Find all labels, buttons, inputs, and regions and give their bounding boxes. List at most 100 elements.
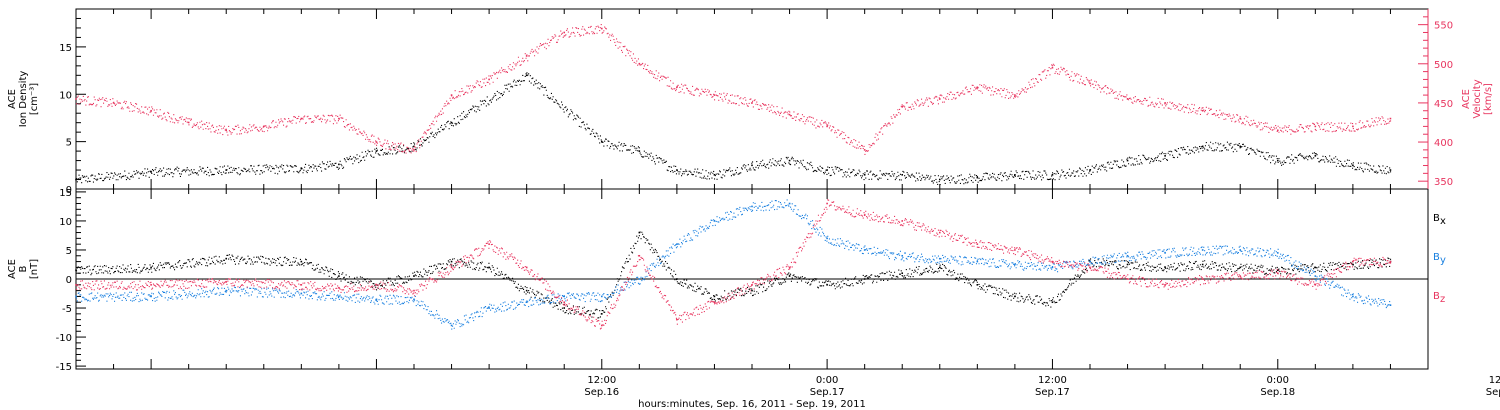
data-point [1089, 82, 1091, 85]
data-point [300, 284, 303, 286]
data-point [788, 266, 791, 269]
y-axis-label-right: Velocity [1472, 79, 1483, 118]
data-point [75, 178, 77, 181]
data-point [225, 169, 228, 171]
y-tick-label-right: 350 [1434, 177, 1453, 188]
y-tick-label-bottom: 0 [66, 275, 72, 286]
data-point [150, 266, 152, 269]
data-point [150, 171, 152, 173]
data-point [1389, 117, 1392, 120]
data-point [300, 167, 303, 169]
data-point [638, 254, 641, 257]
data-point [112, 102, 115, 104]
data-point [563, 301, 566, 304]
data-point [338, 163, 340, 166]
data-point [1239, 117, 1242, 120]
data-point [488, 78, 490, 81]
data-point [600, 27, 603, 30]
data-point [863, 149, 866, 151]
y-tick-label-left: 0 [66, 185, 72, 196]
legend-subscript-x: x [1440, 216, 1446, 227]
data-point [826, 284, 828, 286]
data-point [1051, 173, 1054, 176]
data-point [638, 150, 641, 152]
data-point [713, 301, 716, 304]
data-point [976, 260, 979, 263]
data-point [600, 140, 603, 143]
y-axis-label-left: ACE [7, 89, 18, 109]
data-point [1239, 249, 1242, 251]
y-tick-label-bottom: 10 [59, 217, 72, 228]
data-point [638, 278, 641, 280]
data-point [1352, 260, 1354, 263]
data-point [1164, 284, 1166, 286]
data-point [1201, 109, 1204, 112]
series-dots [76, 199, 1392, 330]
data-point [1051, 266, 1054, 269]
y-tick-label-bottom: -5 [62, 304, 72, 315]
series-dots [76, 231, 1392, 319]
data-point [375, 141, 378, 143]
data-point [75, 98, 77, 100]
data-point [976, 176, 979, 179]
data-point [450, 94, 453, 96]
legend-label-bz: B [1433, 291, 1440, 302]
data-point [1164, 252, 1166, 254]
x-tick-date-label: Sep.16 [584, 387, 619, 398]
data-point [1014, 94, 1016, 96]
data-point [938, 178, 941, 181]
series-dots [76, 72, 1392, 186]
y-tick-label-left: 15 [59, 43, 72, 54]
data-point [751, 164, 753, 167]
data-point [450, 324, 453, 327]
data-point [563, 31, 566, 34]
data-point [713, 295, 716, 298]
data-point [1126, 254, 1129, 257]
data-point [1352, 295, 1354, 298]
y-axis-label-left: [cm⁻³] [29, 83, 40, 115]
data-point [1314, 266, 1317, 269]
data-point [863, 173, 866, 176]
data-point [488, 243, 490, 245]
data-point [1314, 284, 1317, 286]
y-tick-label-bottom: -15 [56, 362, 72, 373]
data-point [751, 289, 753, 292]
data-point [262, 125, 265, 128]
x-tick-time-label: 12:00 [1489, 375, 1500, 386]
y-axis-label-bottom: B [18, 265, 29, 272]
data-point [1276, 129, 1279, 132]
data-point [600, 295, 603, 298]
data-point [938, 98, 941, 100]
y-tick-label-right: 450 [1434, 99, 1453, 110]
y-axis-label-bottom: [nT] [29, 259, 40, 279]
data-point [1126, 263, 1129, 266]
x-tick-date-label: Sep.17 [810, 387, 845, 398]
data-point [75, 295, 77, 298]
data-point [338, 295, 340, 298]
data-point [1051, 66, 1054, 69]
data-point [338, 275, 340, 277]
data-point [901, 220, 904, 222]
data-point [225, 129, 228, 132]
data-point [1239, 145, 1242, 148]
legend-label-by: B [1433, 252, 1440, 263]
data-point [1276, 252, 1279, 254]
x-tick-date-label: Sep.18 [1486, 387, 1500, 398]
data-point [1314, 155, 1317, 157]
data-point [1201, 263, 1204, 266]
y-tick-label-right: 500 [1434, 60, 1453, 71]
series-dots [76, 24, 1392, 155]
data-point [1014, 263, 1016, 266]
data-point [413, 289, 415, 292]
data-point [150, 284, 152, 286]
legend-subscript-z: z [1440, 294, 1445, 305]
data-point [788, 275, 791, 277]
data-point [676, 318, 678, 321]
data-point [1314, 125, 1317, 128]
legend-label-bx: B [1433, 213, 1440, 224]
data-point [150, 295, 152, 298]
x-tick-date-label: Sep.18 [1260, 387, 1295, 398]
ion-density-series [75, 72, 1392, 186]
y-tick-label-right: 400 [1434, 138, 1453, 149]
